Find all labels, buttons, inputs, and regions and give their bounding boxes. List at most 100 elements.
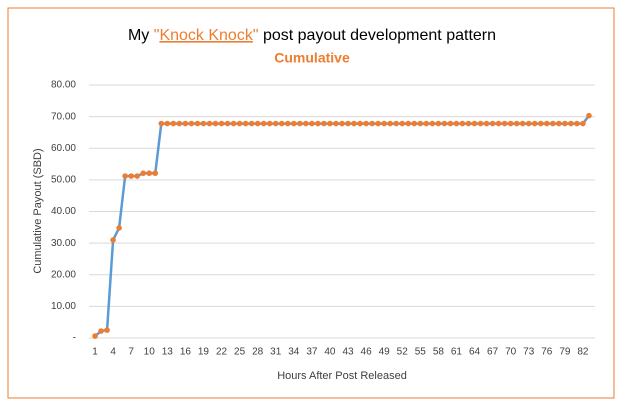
y-tick-label: 10.00 xyxy=(51,301,76,312)
data-point xyxy=(357,120,363,127)
x-tick-label: 10 xyxy=(144,347,156,358)
data-point xyxy=(537,120,544,127)
data-point xyxy=(435,120,442,127)
y-tick-label: 80.00 xyxy=(51,80,76,91)
x-tick-label: 52 xyxy=(397,347,409,358)
data-point xyxy=(164,120,171,127)
data-point xyxy=(562,120,568,127)
data-point xyxy=(525,120,532,127)
data-point xyxy=(218,120,225,127)
data-point xyxy=(441,120,448,127)
data-point xyxy=(544,120,550,127)
x-tick-label: 76 xyxy=(541,347,553,358)
data-point xyxy=(387,120,393,127)
data-point xyxy=(194,120,201,127)
x-tick-label: 37 xyxy=(306,347,318,358)
data-point xyxy=(272,120,279,127)
data-point xyxy=(116,225,122,231)
x-tick-label: 34 xyxy=(288,347,300,358)
x-tick-label: 16 xyxy=(180,347,192,358)
data-point xyxy=(465,120,472,127)
x-tick-label: 22 xyxy=(216,347,228,358)
data-point xyxy=(495,120,502,127)
x-tick-label: 4 xyxy=(110,347,116,358)
data-point xyxy=(327,120,333,127)
data-point xyxy=(321,120,327,127)
data-point xyxy=(236,120,243,127)
data-point xyxy=(224,120,231,127)
data-point xyxy=(122,173,128,179)
data-point xyxy=(339,120,345,127)
data-point xyxy=(477,120,484,127)
data-point xyxy=(104,327,110,333)
data-point xyxy=(459,120,466,127)
data-point xyxy=(513,120,520,127)
y-tick-label: - xyxy=(73,333,76,344)
data-point xyxy=(92,333,98,339)
data-point xyxy=(248,120,255,127)
data-point xyxy=(284,120,291,127)
data-point xyxy=(134,173,140,179)
data-point xyxy=(399,120,406,127)
data-point xyxy=(152,170,159,177)
data-point xyxy=(98,328,104,334)
chart-frame xyxy=(7,7,615,399)
y-tick-label: 30.00 xyxy=(51,238,76,249)
x-tick-label: 82 xyxy=(577,347,589,358)
data-point xyxy=(501,120,508,127)
data-point xyxy=(242,120,249,127)
data-point xyxy=(315,120,321,127)
x-tick-label: 73 xyxy=(523,347,535,358)
data-point xyxy=(303,120,309,127)
x-tick-label: 49 xyxy=(379,347,391,358)
data-point xyxy=(146,170,153,177)
data-point xyxy=(483,120,490,127)
data-point xyxy=(170,120,177,127)
data-point xyxy=(507,120,514,127)
x-tick-label: 58 xyxy=(433,347,445,358)
data-point xyxy=(453,120,460,127)
data-point xyxy=(429,120,436,127)
data-point xyxy=(363,120,369,127)
data-point xyxy=(309,120,315,127)
x-tick-label: 61 xyxy=(451,347,463,358)
y-tick-label: 50.00 xyxy=(51,175,76,186)
data-point xyxy=(333,120,339,127)
x-tick-label: 1 xyxy=(92,347,98,358)
title-text: post payout development pattern xyxy=(259,27,497,44)
data-point xyxy=(369,120,375,127)
data-point xyxy=(471,120,478,127)
data-point xyxy=(110,237,116,243)
data-point xyxy=(212,120,219,127)
x-tick-label: 40 xyxy=(324,347,336,358)
x-tick-label: 67 xyxy=(487,347,499,358)
data-point xyxy=(260,120,267,127)
y-tick-label: 60.00 xyxy=(51,143,76,154)
data-point xyxy=(405,120,412,127)
data-point xyxy=(580,120,586,127)
data-point xyxy=(351,120,357,127)
x-tick-label: 13 xyxy=(162,347,174,358)
data-point xyxy=(291,120,297,127)
data-point xyxy=(230,120,237,127)
chart-subtitle: Cumulative xyxy=(274,50,350,66)
x-tick-label: 28 xyxy=(252,347,264,358)
data-point xyxy=(519,120,526,127)
data-point xyxy=(556,120,562,127)
data-point xyxy=(375,120,381,127)
data-point xyxy=(550,120,556,127)
data-point xyxy=(278,120,285,127)
y-tick-label: 20.00 xyxy=(51,269,76,280)
title-link[interactable]: Knock Knock xyxy=(159,27,253,44)
x-tick-label: 79 xyxy=(559,347,571,358)
data-point xyxy=(158,120,165,127)
chart-title: My "Knock Knock" post payout development… xyxy=(128,27,496,44)
data-point xyxy=(206,120,213,127)
data-point xyxy=(531,120,538,127)
title-text: My xyxy=(128,27,154,44)
x-tick-label: 25 xyxy=(234,347,246,358)
title-quote: " xyxy=(253,27,259,44)
x-axis-label: Hours After Post Released xyxy=(277,370,407,382)
x-tick-label: 64 xyxy=(469,347,481,358)
